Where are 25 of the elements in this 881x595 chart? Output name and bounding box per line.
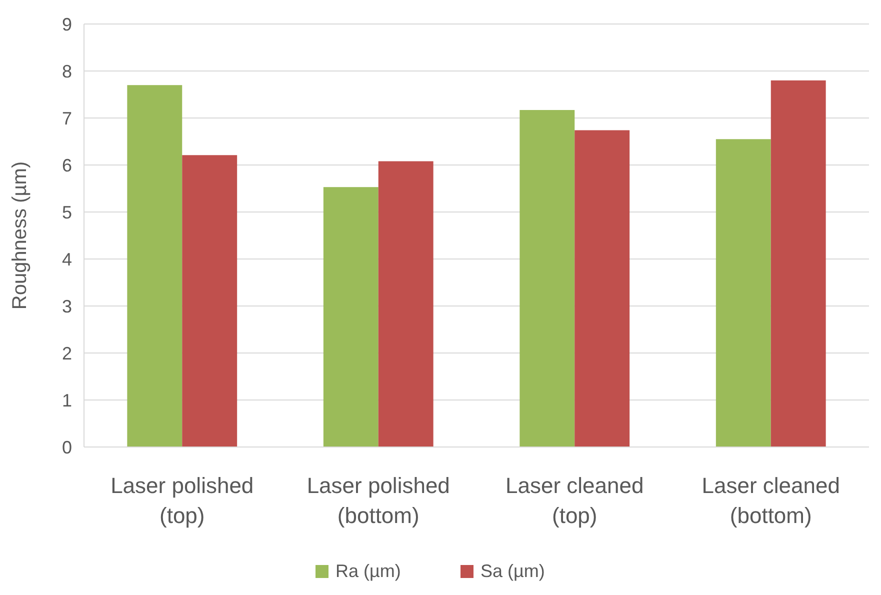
y-tick-label: 7 (62, 108, 72, 128)
legend-label: Ra (µm) (336, 561, 401, 581)
bar (770, 80, 826, 447)
x-tick-label: Laser polished (bottom) (306, 473, 450, 528)
x-tick-label: Laser polished (top) (110, 473, 254, 528)
y-tick-label: 4 (62, 249, 72, 270)
x-tick-label: Laser cleaned (top) (506, 473, 644, 528)
x-tick-label: Laser cleaned (bottom) (702, 473, 840, 528)
y-tick-label: 6 (62, 155, 72, 176)
bar (127, 85, 182, 447)
legend-label: Sa (µm) (480, 561, 545, 581)
y-tick-label: 5 (62, 202, 72, 222)
y-tick-label: 0 (62, 437, 72, 458)
bar (716, 139, 771, 447)
y-tick-label: 2 (62, 343, 72, 364)
y-tick-label: 1 (62, 390, 72, 410)
bar (574, 130, 630, 447)
y-tick-label: 3 (62, 296, 72, 316)
y-axis-title: Roughness (µm) (9, 161, 31, 310)
bar (323, 187, 378, 447)
bar (182, 155, 238, 447)
y-tick-label: 8 (62, 61, 72, 82)
y-tick-label: 9 (62, 14, 72, 34)
bar (378, 161, 434, 447)
bar (520, 110, 575, 447)
